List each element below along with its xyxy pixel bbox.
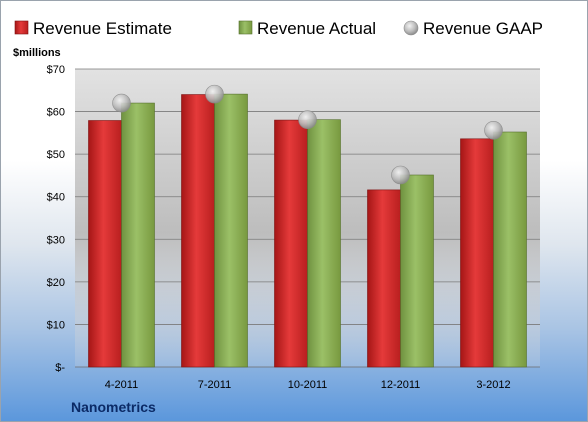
y-unit-label: $millions [13, 47, 61, 59]
y-tick-label: $20 [47, 277, 65, 289]
legend-swatch-actual [238, 20, 253, 35]
legend-label: Revenue Estimate [33, 19, 172, 38]
x-tick-label: 10-2011 [288, 379, 328, 391]
gaap-marker [298, 110, 317, 129]
y-tick-label: $- [55, 362, 65, 374]
y-tick-label: $30 [47, 234, 65, 246]
gaap-marker [391, 165, 410, 185]
legend-swatch-gaap [403, 20, 419, 36]
y-tick-label: $10 [47, 319, 65, 331]
gaap-markers [112, 84, 503, 185]
y-tick-label: $40 [47, 192, 65, 204]
y-tick-label: $50 [47, 149, 65, 161]
estimate-bar [460, 138, 494, 368]
legend: Revenue Estimate Revenue Actual Revenue GA… [14, 19, 543, 38]
y-tick-label: $60 [47, 107, 65, 119]
actual-bar [493, 131, 527, 368]
x-tick-label: 12-2011 [381, 379, 421, 391]
legend-swatch-estimate [14, 20, 29, 35]
x-tick-label: 4-2011 [105, 379, 138, 391]
bars [88, 93, 527, 368]
estimate-bar [181, 94, 215, 368]
actual-bar [400, 174, 434, 368]
y-tick-label: $70 [47, 64, 65, 76]
actual-bar [307, 119, 341, 368]
estimate-bar [88, 120, 122, 368]
gaap-marker [484, 121, 503, 140]
legend-label: Revenue Actual [257, 19, 376, 38]
estimate-bar [274, 119, 308, 368]
x-tick-label: 3-2012 [476, 379, 510, 391]
legend-label: Revenue GAAP [423, 19, 543, 38]
gaap-marker [205, 84, 224, 104]
actual-bar [214, 93, 248, 368]
gaap-marker [112, 93, 131, 113]
estimate-bar [367, 189, 401, 368]
company-name: Nanometrics [71, 399, 156, 415]
x-tick-label: 7-2011 [198, 379, 231, 391]
axes: $- $10 $20 $30 $40 $50 $60 $70 4-2011 7-2011 10-20… [47, 64, 511, 391]
actual-bar [121, 102, 155, 368]
